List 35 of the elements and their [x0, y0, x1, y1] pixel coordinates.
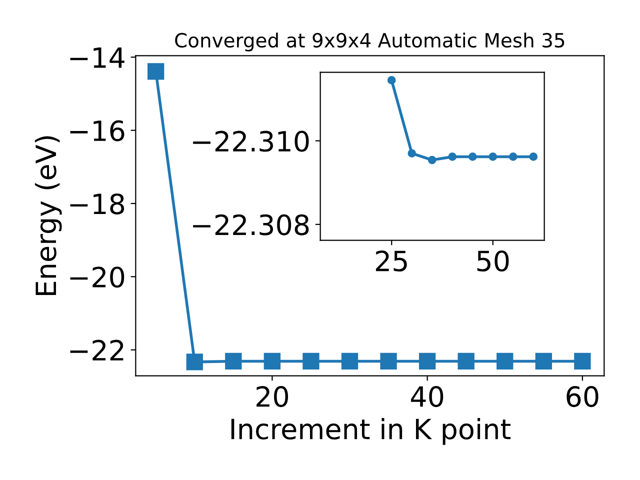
point: [302, 352, 320, 370]
point: [418, 352, 436, 370]
y-tick-label: −22.308: [193, 214, 309, 236]
y-tick-label: −20: [70, 266, 124, 288]
point: [496, 352, 514, 370]
point: [535, 352, 552, 370]
point: [508, 152, 518, 161]
chart-title: Converged at 9x9x4 Automatic Mesh 35: [175, 32, 564, 52]
y-tick-label: −16: [70, 120, 124, 142]
y-tick-label: −18: [70, 193, 124, 214]
x-tick-label: 20: [256, 386, 288, 408]
point: [380, 352, 397, 370]
point: [225, 352, 242, 370]
y-axis-title: Energy (eV): [34, 136, 62, 295]
point: [448, 152, 457, 161]
point: [428, 156, 436, 164]
x-tick-label: 50: [477, 250, 509, 272]
x-tick-label: 40: [411, 386, 444, 408]
point: [387, 76, 396, 84]
y-tick-label: −22.310: [193, 130, 309, 152]
y-tick-label: −22: [70, 340, 124, 360]
point: [341, 352, 358, 370]
point: [468, 152, 477, 161]
point: [458, 352, 474, 370]
point: [264, 352, 281, 370]
x-tick-label: 60: [566, 386, 598, 408]
point: [186, 354, 203, 370]
point: [148, 63, 164, 80]
x-axis-title: Increment in K point: [231, 418, 510, 445]
point: [408, 149, 416, 158]
x-tick-label: 25: [376, 250, 407, 272]
point: [529, 152, 538, 161]
point: [574, 352, 591, 370]
point: [488, 152, 498, 161]
y-tick-label: −14: [70, 47, 124, 68]
